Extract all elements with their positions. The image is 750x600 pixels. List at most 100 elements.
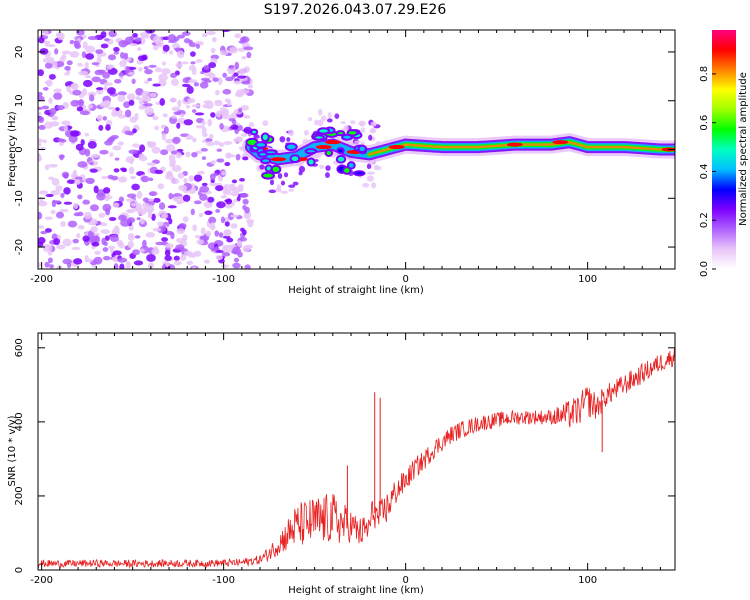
spectrogram-noise-cell	[141, 90, 151, 99]
spectrogram-noise-cell	[178, 184, 188, 191]
spectrogram-noise-cell	[168, 218, 173, 225]
spectrogram-noise-cell	[84, 148, 91, 157]
spectrogram-noise-cell	[171, 78, 179, 87]
spectrogram-noise-cell	[191, 68, 197, 75]
spectrogram-y-tick-label: -20	[14, 239, 25, 255]
spectrogram-noise-cell	[107, 245, 116, 250]
spectrogram-noise-cell	[134, 235, 141, 239]
spectrogram-noise-cell	[223, 141, 233, 145]
spectrogram-noise-cell	[98, 212, 106, 218]
spectrogram-noise-cell	[340, 120, 346, 125]
spectrogram-noise-cell	[239, 89, 250, 94]
spectrogram-noise-cell	[206, 141, 215, 147]
spectrogram-noise-cell	[148, 191, 157, 197]
spectrogram-noise-cell	[239, 192, 249, 198]
spectrogram-noise-cell	[103, 38, 110, 42]
spectrogram-noise-cell	[53, 88, 62, 93]
spectrogram-noise-cell	[215, 110, 222, 118]
spectrogram-blob	[353, 170, 366, 177]
spectrogram-noise-cell	[129, 43, 138, 47]
spectrogram-noise-cell	[123, 125, 131, 132]
spectrogram-noise-cell	[225, 76, 234, 82]
spectrogram-noise-cell	[48, 73, 56, 80]
spectrogram-noise-cell	[118, 196, 124, 203]
spectrogram-noise-cell	[194, 200, 202, 205]
spectrogram-noise-cell	[194, 235, 201, 239]
spectrogram-noise-cell	[368, 134, 373, 141]
spectrogram-noise-cell	[38, 106, 44, 111]
spectrogram-noise-cell	[160, 81, 167, 86]
spectrogram-noise-cell	[91, 76, 101, 83]
spectrogram-noise-cell	[66, 179, 76, 184]
spectrogram-noise-cell	[195, 150, 203, 154]
spectrogram-noise-cell	[133, 260, 144, 266]
spectrogram-noise-cell	[39, 196, 44, 203]
spectrogram-noise-cell	[213, 140, 221, 146]
spectrogram-noise-cell	[97, 69, 106, 74]
spectrogram-noise-cell	[98, 124, 104, 131]
spectrogram-noise-cell	[48, 163, 58, 168]
spectrogram-noise-cell	[38, 116, 45, 124]
spectrogram-noise-cell	[233, 257, 240, 263]
spectrogram-noise-cell	[350, 120, 356, 125]
colorbar-tick-label: 0.6	[699, 115, 710, 131]
spectrogram-noise-cell	[113, 46, 120, 52]
spectrogram-noise-cell	[76, 106, 84, 112]
spectrogram-noise-cell	[185, 135, 194, 140]
spectrogram-noise-cell	[107, 54, 117, 61]
spectrogram-noise-cell	[125, 156, 135, 163]
spectrogram-noise-cell	[90, 154, 101, 158]
spectrogram-noise-cell	[59, 208, 69, 213]
spectrogram-noise-cell	[298, 165, 306, 173]
spectrogram-noise-cell	[125, 198, 135, 202]
spectrogram-noise-cell	[191, 266, 197, 269]
spectrogram-noise-cell	[59, 154, 64, 161]
spectrogram-noise-cell	[44, 62, 53, 69]
spectrogram-noise-cell	[173, 255, 180, 261]
spectrogram-noise-cell	[38, 91, 43, 97]
spectrogram-noise-cell	[214, 230, 219, 237]
spectrogram-noise-cell	[135, 88, 144, 96]
snr-ticks: -200 -100 0 100 0 200 400 600	[14, 333, 675, 586]
spectrogram-noise-cell	[277, 173, 283, 179]
spectrogram-noise-cell	[205, 230, 212, 237]
spectrogram-noise-cell	[128, 149, 139, 154]
spectrogram-noise-cell	[139, 218, 145, 225]
spectrogram-noise-cell	[242, 156, 249, 161]
spectrogram-noise-cell	[100, 222, 108, 227]
spectrogram-noise-cell	[219, 107, 227, 114]
spectrogram-noise-cell	[216, 158, 225, 163]
spectrogram-noise-cell	[39, 190, 49, 195]
spectrogram-noise-cell	[243, 114, 251, 119]
spectrogram-noise-cell	[124, 109, 132, 118]
spectrogram-noise-cell	[180, 254, 187, 262]
spectrogram-noise-cell	[247, 221, 254, 228]
spectrogram-noise-cell	[62, 258, 73, 265]
spectrogram-noise-cell	[162, 44, 170, 52]
spectrogram-noise-cell	[326, 118, 333, 123]
spectrogram-noise-cell	[139, 32, 150, 37]
spectrogram-noise-cell	[73, 202, 79, 210]
spectrogram-noise-cell	[169, 97, 177, 103]
spectrogram-noise-cell	[82, 79, 93, 88]
spectrogram-noise-cell	[177, 172, 185, 179]
spectrogram-noise-cell	[360, 127, 365, 134]
spectrogram-noise-cell	[127, 233, 135, 241]
spectrogram-noise-cell	[38, 153, 42, 162]
spectrogram-noise-cell	[224, 162, 231, 167]
spectrogram-noise-cell	[104, 197, 110, 202]
spectrogram-noise-cell	[268, 189, 277, 194]
spectrogram-noise-cell	[126, 209, 133, 213]
spectrogram-noise-cell	[132, 128, 137, 134]
spectrogram-noise-cell	[231, 118, 237, 125]
spectrogram-noise-cell	[243, 211, 252, 220]
spectrogram-blob	[341, 133, 353, 141]
spectrogram-noise-cell	[241, 55, 247, 60]
spectrogram-noise-cell	[262, 120, 269, 127]
spectrogram-noise-cell	[178, 223, 187, 229]
spectrogram-noise-cell	[123, 52, 129, 60]
spectrogram-noise-cell	[43, 30, 49, 37]
spectrogram-noise-cell	[219, 122, 224, 130]
spectrogram-noise-cell	[102, 255, 111, 261]
